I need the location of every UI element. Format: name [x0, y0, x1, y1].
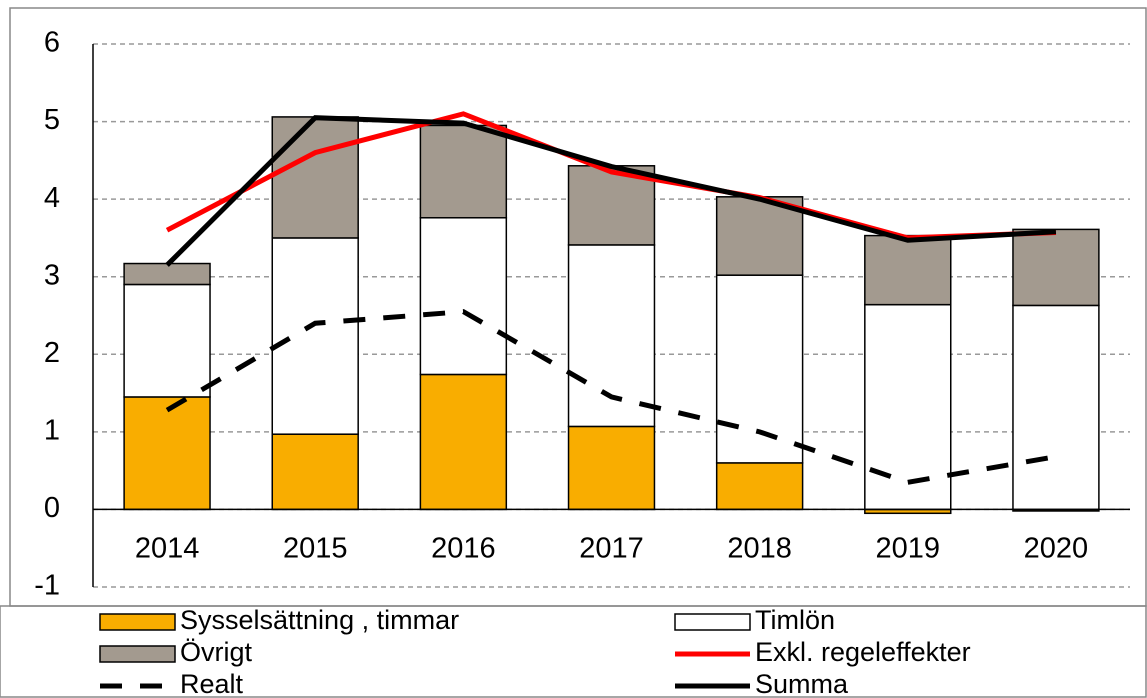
legend-swatch: [99, 613, 176, 631]
bar: [419, 373, 508, 511]
legend-label: Sysselsättning , timmar: [180, 605, 459, 635]
legend-label: Exkl. regeleffekter: [755, 637, 971, 667]
bar: [1012, 228, 1100, 307]
bar: [419, 124, 508, 219]
x-tick-label: 2019: [876, 533, 941, 565]
x-tick-label: 2014: [135, 533, 200, 565]
x-tick-label: 2016: [431, 533, 496, 565]
bar: [715, 274, 804, 464]
bar: [1012, 304, 1100, 511]
bar: [271, 116, 359, 239]
bar: [123, 262, 211, 286]
y-tick-label: 0: [44, 492, 60, 524]
legend-label: Realt: [180, 669, 244, 698]
bar: [271, 237, 359, 435]
line: [165, 309, 1057, 485]
legend-label: Timlön: [755, 605, 835, 635]
x-tick-label: 2015: [283, 533, 348, 565]
y-tick-label: 6: [44, 27, 60, 59]
legend-label: Summa: [755, 669, 849, 698]
y-tick-label: 4: [44, 182, 60, 214]
bar: [864, 303, 952, 511]
legend-label: Övrigt: [180, 637, 253, 667]
line: [165, 115, 1057, 267]
legend-swatch: [674, 613, 751, 631]
bar: [715, 462, 804, 511]
legend-frame: [0, 605, 1147, 698]
x-tick-label: 2020: [1024, 533, 1089, 565]
bar: [715, 196, 804, 276]
bar: [419, 217, 508, 376]
y-tick-label: -1: [34, 570, 60, 602]
bar: [567, 425, 656, 511]
legend-swatch: [99, 645, 176, 663]
y-tick-label: 5: [44, 104, 60, 136]
x-tick-label: 2018: [727, 533, 792, 565]
bar: [123, 283, 211, 398]
y-tick-label: 2: [44, 337, 60, 369]
bar: [864, 234, 952, 306]
x-tick-label: 2017: [579, 533, 644, 565]
bar: [271, 433, 359, 511]
y-tick-label: 1: [44, 415, 60, 447]
bar: [123, 396, 211, 511]
y-tick-label: 3: [44, 259, 60, 291]
